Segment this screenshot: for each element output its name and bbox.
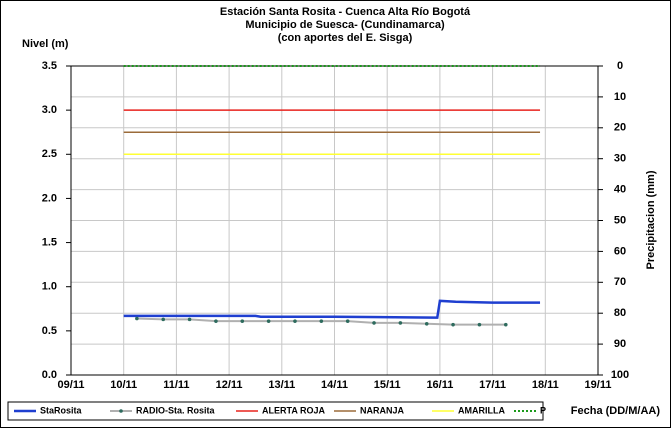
point [503,322,508,327]
point [345,319,350,323]
y-tick-label: 1.0 [42,281,57,293]
chart-title: (con aportes del E. Sisga) [278,32,413,44]
x-tick-label: 09/11 [58,379,85,391]
x-tick-label: 16/11 [426,379,453,391]
x-tick-label: 18/11 [532,379,559,391]
legend-label: StaRosita [40,405,83,415]
y-tick-label: 1.5 [42,236,57,248]
point [398,321,403,325]
x-tick-label: 12/11 [216,379,243,391]
y2-tick-label: 0 [617,60,623,72]
x-tick-label: 14/11 [321,379,348,391]
series-line [123,299,541,319]
point [477,322,482,327]
y-tick-label: 3.5 [42,60,57,72]
point [240,319,245,323]
point [135,316,139,321]
x-tick-label: 17/11 [479,379,506,391]
chart-title: Estación Santa Rosita - Cuenca Alta Río … [220,6,471,18]
y2-tick-label: 30 [614,153,626,165]
legend-label: P [540,405,546,415]
y-tick-label: 0.5 [42,325,57,337]
y-tick-label: 2.5 [42,148,57,160]
y-tick-label: 0.0 [42,369,57,381]
point [187,317,192,322]
plot-border [70,65,599,376]
point [451,322,455,327]
y2-axis-label: Precipitacion (mm) [645,170,657,269]
y2-tick-label: 70 [614,276,626,288]
x-tick-label: 11/11 [163,379,189,391]
chart-title: Municipio de Suesca- (Cundinamarca) [245,19,445,31]
legend-label: ALERTA ROJA [262,405,326,415]
y2-tick-label: 20 [614,122,626,134]
point [214,319,218,323]
y-tick-label: 3.0 [42,104,57,116]
x-tick-label: 10/11 [110,379,137,391]
x-tick-label: 13/11 [268,379,295,391]
y2-tick-label: 50 [614,214,626,226]
point [319,319,324,323]
y2-tick-label: 10 [614,91,626,103]
x-tick-label: 15/11 [374,379,401,391]
x-tick-label: 19/11 [585,379,612,391]
point [266,319,271,323]
point [293,319,297,323]
legend-label: AMARILLA [458,405,505,415]
point [372,321,376,325]
y2-tick-label: 60 [614,245,626,257]
x-axis-label: Fecha (DD/M/AA) [571,405,661,417]
point [424,321,429,326]
y2-tick-label: 100 [611,369,629,381]
y-axis-label: Nivel (m) [22,38,69,50]
y2-tick-label: 40 [614,184,626,196]
point [161,317,166,322]
y-tick-label: 2.0 [42,192,57,204]
legend-label: NARANJA [360,405,405,415]
legend-label: RADIO-Sta. Rosita [136,405,216,415]
legend [7,401,544,421]
y2-tick-label: 80 [614,307,626,319]
y2-tick-label: 90 [614,338,626,350]
legend-marker [119,409,123,413]
